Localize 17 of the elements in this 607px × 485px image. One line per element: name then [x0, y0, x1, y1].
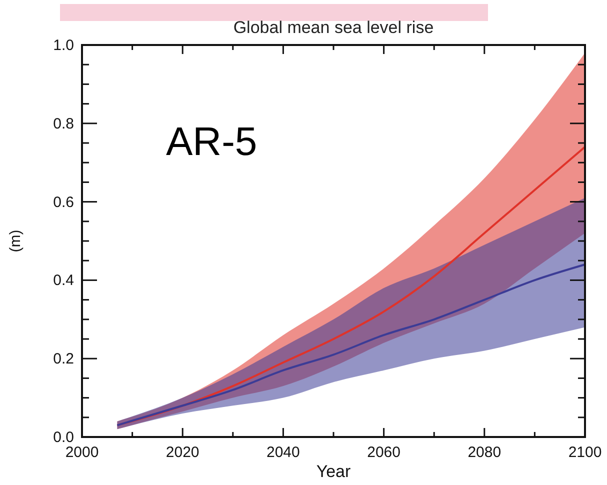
x-axis-title: Year [316, 462, 352, 481]
y-tick-label: 0.2 [53, 350, 74, 368]
x-tick-label: 2040 [266, 444, 300, 461]
x-tick-label: 2080 [468, 444, 502, 461]
y-tick-label: 0.4 [53, 272, 74, 290]
y-axis-title: (m) [7, 230, 24, 252]
y-tick-label: 0.0 [53, 429, 74, 446]
x-tick-label: 2020 [166, 444, 200, 461]
y-tick-label: 1.0 [53, 37, 74, 54]
y-tick-label: 0.6 [53, 194, 74, 211]
chart-title: Global mean sea level rise [233, 18, 434, 37]
annotation: AR-5 [166, 120, 258, 164]
y-tick-label: 0.8 [53, 115, 74, 132]
line-series [116, 264, 586, 426]
x-tick-label: 2000 [65, 444, 99, 461]
x-tick-label: 2060 [367, 444, 400, 461]
x-tick-label: 2100 [568, 444, 602, 461]
